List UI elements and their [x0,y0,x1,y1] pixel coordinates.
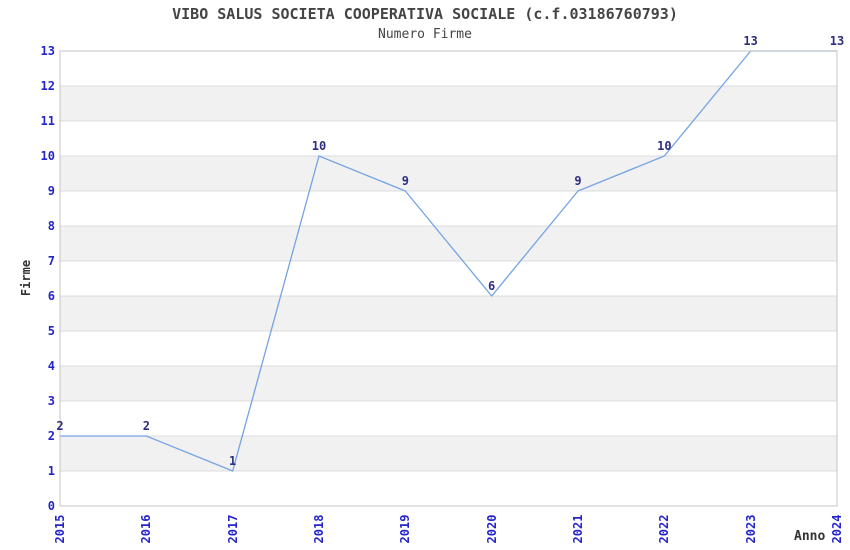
x-tick-label: 2020 [484,514,499,544]
x-axis-title: Anno [794,529,826,544]
x-tick-label: 2019 [398,514,413,544]
chart-title: VIBO SALUS SOCIETA COOPERATIVA SOCIALE (… [172,5,678,23]
firme-line [60,50,837,472]
y-tick-label: 4 [47,359,55,373]
x-tick-label: 2017 [225,514,240,544]
band-row [60,436,837,471]
x-tick-label: 2021 [571,514,585,544]
y-tick-label: 6 [47,289,55,303]
y-tick-label: 13 [40,44,55,58]
y-tick-label: 10 [40,149,55,163]
point-label: 9 [401,174,409,188]
x-tick-label: 2022 [657,514,672,544]
band-row [60,156,837,191]
y-tick-label: 1 [47,464,55,478]
y-tick-label: 0 [47,499,55,513]
point-label: 9 [574,174,582,188]
point-label: 13 [829,34,845,48]
y-tick-label: 8 [47,219,55,233]
point-label: 13 [743,34,758,48]
y-tick-label: 7 [47,254,55,268]
x-tick-label: 2024 [830,514,844,544]
x-tick-label: 2023 [743,514,758,544]
point-label: 2 [56,419,64,433]
x-tick-label: 2018 [312,514,326,544]
plot-border [59,50,838,507]
x-tick-label: 2016 [139,514,154,544]
band-row [60,86,837,121]
y-tick-label: 12 [40,79,55,93]
y-tick-label: 11 [40,114,55,128]
band-row [60,296,837,331]
point-label: 2 [142,419,150,433]
point-label: 6 [488,279,496,293]
y-tick-label: 2 [47,429,55,443]
band-row [60,366,837,401]
chart-subtitle: Numero Firme [378,27,472,42]
y-tick-label: 3 [47,394,55,408]
point-label: 10 [311,139,327,153]
y-tick-label: 5 [47,324,55,338]
x-tick-label: 2015 [53,514,67,544]
point-label: 1 [229,454,237,468]
y-tick-label: 9 [47,184,55,198]
point-label: 10 [657,139,672,153]
